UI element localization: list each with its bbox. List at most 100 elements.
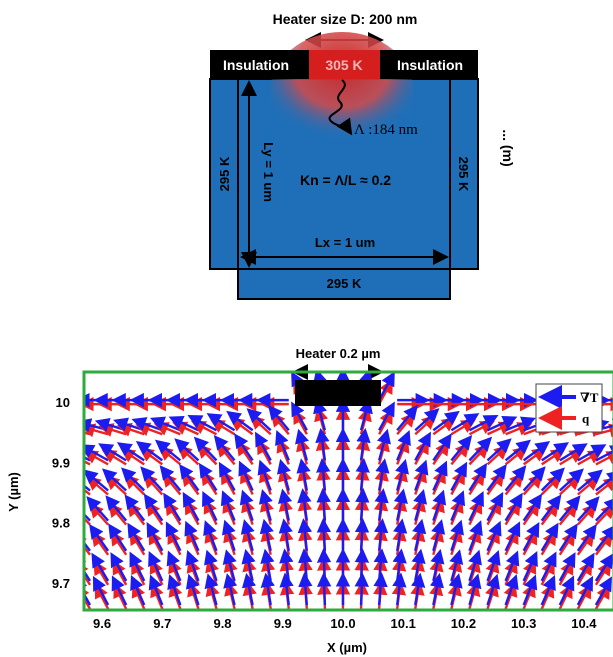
gradt-vector xyxy=(148,574,164,606)
gradt-vector xyxy=(432,410,460,432)
heater-dim-label: Heater 0.2 µm xyxy=(296,346,381,361)
x-axis-label: X (µm) xyxy=(327,640,367,655)
gradt-vector xyxy=(594,576,612,606)
gradt-vector xyxy=(450,490,466,522)
q-vector xyxy=(91,531,110,556)
gradt-vector xyxy=(540,551,557,582)
q-vector xyxy=(431,497,445,526)
q-vector xyxy=(522,529,538,556)
gradt-vector xyxy=(218,461,236,492)
gradt-vector xyxy=(541,442,570,462)
gradt-vector xyxy=(504,521,521,552)
gradt-vector xyxy=(467,573,482,606)
bottom-boundary-block xyxy=(237,265,451,300)
q-vector xyxy=(142,473,164,496)
q-vector xyxy=(241,497,255,526)
gradt-vector xyxy=(108,523,128,552)
q-vector xyxy=(249,414,272,436)
gradt-vector xyxy=(395,458,409,491)
q-vector xyxy=(576,503,597,526)
insulation-left-label: Insulation xyxy=(223,57,289,73)
vector-field xyxy=(84,372,613,610)
gradt-vector xyxy=(313,398,328,431)
q-vector xyxy=(177,444,200,466)
q-vector xyxy=(216,442,236,466)
q-vector xyxy=(181,471,200,496)
q-vector xyxy=(540,582,555,610)
gradt-vector xyxy=(375,458,390,491)
x-tick-label: 9.9 xyxy=(274,616,292,631)
gradt-vector xyxy=(165,521,182,552)
q-vector xyxy=(146,500,164,526)
gradt-vector xyxy=(163,492,182,522)
gradt-vector xyxy=(393,518,408,551)
gradt-vector xyxy=(298,548,313,581)
x-tick-label: 9.7 xyxy=(153,616,171,631)
gradt-vector xyxy=(84,553,92,582)
q-vector xyxy=(414,414,437,436)
y-tick-label: 9.9 xyxy=(52,455,70,470)
q-vector xyxy=(594,583,611,610)
gradt-vector xyxy=(297,488,312,521)
gradt-vector xyxy=(577,444,607,462)
q-vector xyxy=(449,527,463,556)
gradt-vector xyxy=(260,572,275,606)
gradt-vector xyxy=(185,550,200,582)
y-tick-label: 9.8 xyxy=(52,516,70,531)
gradt-vector xyxy=(246,408,272,432)
q-vector xyxy=(486,528,500,556)
gradt-vector xyxy=(468,549,482,582)
q-vector xyxy=(594,560,612,586)
y-tick-label: 9.7 xyxy=(52,576,70,591)
q-vector xyxy=(236,440,254,466)
q-vector xyxy=(126,501,146,526)
q-vector xyxy=(450,442,470,466)
gradt-vector xyxy=(396,404,418,432)
x-tick-label: 9.6 xyxy=(93,616,111,631)
q-vector xyxy=(558,530,576,556)
gradt-vector xyxy=(129,551,146,582)
gradt-vector xyxy=(392,572,407,606)
q-vector xyxy=(204,527,219,556)
q-vector xyxy=(187,581,201,610)
q-vector xyxy=(540,474,563,496)
gradt-vector xyxy=(504,439,532,462)
gradt-vector xyxy=(486,491,504,522)
gradt-vector xyxy=(84,512,91,522)
q-vector xyxy=(395,437,410,465)
gradt-vector xyxy=(240,519,255,552)
gradt-vector xyxy=(316,572,332,606)
q-vector xyxy=(467,527,482,556)
gradt-vector xyxy=(140,466,164,492)
gradt-vector xyxy=(278,488,293,521)
q-vector xyxy=(186,528,200,556)
gradt-vector xyxy=(241,548,256,582)
gradt-vector xyxy=(540,494,562,522)
gradt-vector xyxy=(576,496,600,522)
gradt-vector xyxy=(185,573,200,606)
gradt-vector xyxy=(316,518,332,551)
gradt-vector xyxy=(558,495,581,522)
gradt-vector xyxy=(504,550,520,582)
gradt-vector xyxy=(295,428,309,461)
q-vector xyxy=(540,530,557,556)
gradt-vector xyxy=(413,488,428,521)
x-tick-label: 10.4 xyxy=(571,616,597,631)
gradt-vector xyxy=(594,553,613,582)
gradt-vector xyxy=(355,487,370,521)
q-vector xyxy=(240,468,254,496)
gradt-vector xyxy=(193,436,218,462)
gradt-vector xyxy=(148,551,164,582)
q-vector xyxy=(113,583,128,610)
q-vector xyxy=(150,582,164,610)
q-vector xyxy=(196,443,218,466)
gradt-vector xyxy=(430,548,445,582)
gradt-vector xyxy=(259,518,274,552)
q-vector xyxy=(123,474,146,496)
q-vector xyxy=(162,472,182,496)
q-vector xyxy=(558,475,582,496)
gradt-vector xyxy=(468,415,499,432)
gradt-vector xyxy=(522,493,543,522)
gradt-vector xyxy=(316,457,331,491)
gradt-vector xyxy=(486,463,507,492)
